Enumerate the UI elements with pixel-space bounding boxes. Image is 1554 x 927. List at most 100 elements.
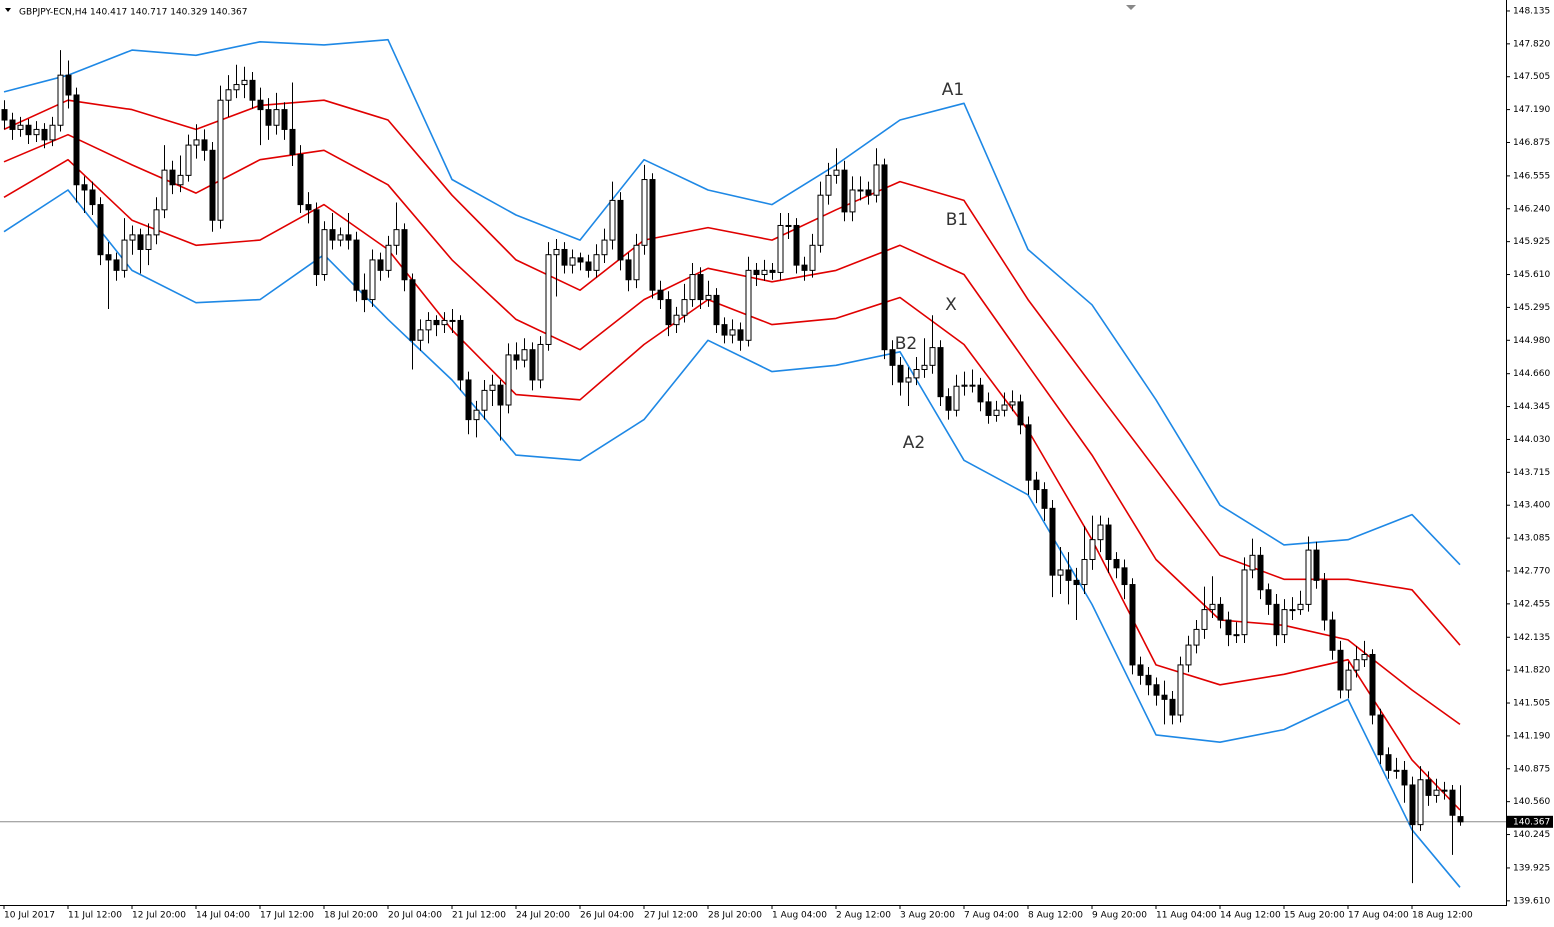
menu-triangle[interactable] [5,8,11,12]
candle-body [1217,603,1224,621]
x-tick-label: 21 Jul 12:00 [452,911,506,921]
candle-body [1369,653,1376,716]
candle-body [617,199,624,261]
candle-body [441,319,448,326]
candle-body [145,234,152,250]
candle-body [1385,754,1392,771]
candle-body [857,189,864,192]
x-tick-label: 10 Jul 2017 [4,911,55,921]
candle-body [1,109,8,121]
candle-body [17,124,24,130]
candle-body [721,324,728,336]
candle-body [1145,674,1152,686]
candle-body [481,389,488,411]
candle-body [1297,603,1304,611]
y-tick-label: 139.925 [1513,863,1550,873]
current-price-box [1507,815,1553,828]
candle-body [569,257,576,266]
candle-body [945,396,952,411]
candle-body [977,384,984,403]
shift-marker[interactable] [1126,5,1136,10]
band-line [3,38,1461,566]
y-tick-label: 143.715 [1513,468,1550,478]
candle-body [809,244,816,271]
candle-body [233,84,240,91]
y-tick-label: 142.770 [1513,566,1550,576]
candle-body [369,259,376,301]
candle-body [1017,401,1024,426]
candle-body [769,269,776,273]
candle-body [545,254,552,345]
y-tick-label: 148.135 [1513,6,1550,16]
x-tick-label: 27 Jul 12:00 [644,911,698,921]
candle-body [97,204,104,256]
y-tick-label: 144.660 [1513,369,1550,379]
x-tick-label: 11 Jul 12:00 [68,911,122,921]
candle-body [73,94,80,186]
candle-body [345,234,352,241]
candle-body [433,319,440,326]
candle-body [1401,769,1408,786]
candle-body [1289,609,1296,612]
y-tick-label: 144.345 [1513,402,1550,412]
candle-body [465,379,472,421]
candle-body [41,128,48,141]
candle-body [705,294,712,301]
candle-body [953,385,960,411]
candle-body [449,319,456,322]
candle-body [1457,816,1464,823]
candle-body [217,99,224,221]
candle-body [1193,628,1200,646]
x-tick-label: 20 Jul 04:00 [388,911,442,921]
candle-body [681,299,688,316]
candle-body [745,269,752,341]
candle-body [33,128,40,136]
candle-body [1065,569,1072,581]
x-tick-label: 9 Aug 20:00 [1092,911,1147,921]
candle-body [697,274,704,301]
candle-body [641,179,648,246]
candle-body [497,384,504,406]
y-tick-label: 146.240 [1513,204,1550,214]
candle-body [457,319,464,381]
candle-body [113,259,120,271]
candle-body [1313,549,1320,581]
y-tick-label: 145.610 [1513,270,1550,280]
candle-body [1441,789,1448,792]
candle-body [537,343,544,381]
candle-body [713,294,720,326]
x-tick-label: 3 Aug 20:00 [900,911,955,921]
candle-body [825,174,832,196]
candle-body [1057,569,1064,576]
y-tick-label: 143.400 [1513,501,1550,511]
candle-body [625,259,632,281]
candle-body [201,139,208,151]
x-tick-label: 2 Aug 12:00 [836,911,891,921]
candle-body [993,409,1000,416]
candle-body [305,204,312,211]
candle-body [561,248,568,266]
candle-body [137,234,144,250]
candle-body [921,364,928,371]
candle-body [361,289,368,301]
x-tick-label: 1 Aug 04:00 [772,911,827,921]
y-tick-label: 140.560 [1513,797,1550,807]
candle-body [1201,609,1208,630]
candle-body [657,289,664,301]
candle-body [385,244,392,271]
candle-body [169,169,176,186]
candle-body [737,329,744,341]
candle-body [177,174,184,186]
candle-body [929,347,936,366]
candle-body [1121,567,1128,586]
candle-body [553,248,560,256]
candle-body [833,169,840,176]
annotation: A2 [903,433,925,453]
candle-body [9,119,16,130]
candle-body [273,109,280,126]
candle-body [793,224,800,266]
annotation: A1 [942,80,964,100]
candle-body [1449,789,1456,816]
candle-body [265,109,272,126]
candle-body [185,144,192,176]
